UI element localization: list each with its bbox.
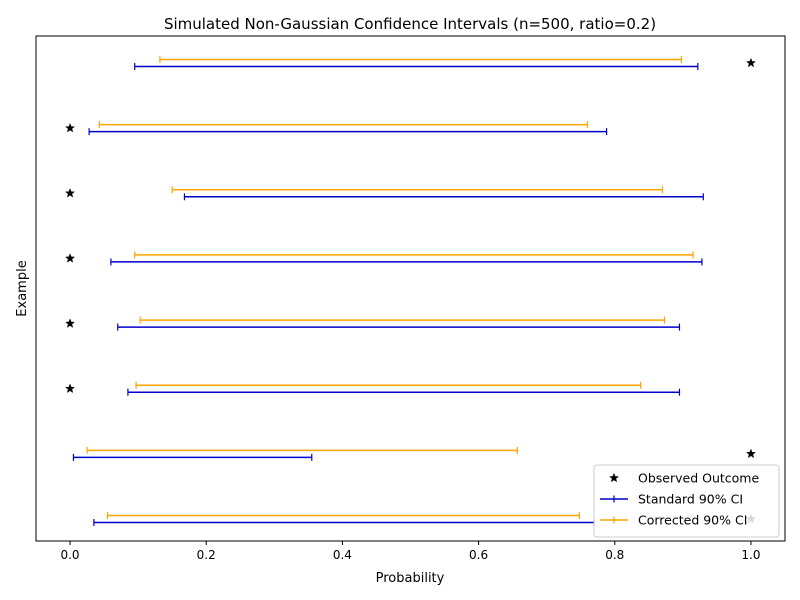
x-axis-label: Probability bbox=[376, 571, 445, 586]
legend-label-2: Corrected 90% CI bbox=[638, 513, 747, 528]
legend: Observed Outcome Standard 90% CI Corrected… bbox=[593, 464, 780, 538]
plot-frame bbox=[35, 35, 786, 542]
observed-point-6 bbox=[64, 122, 76, 133]
chart-title: Simulated Non-Gaussian Confidence Interv… bbox=[164, 15, 656, 33]
x-tick-label-1: 0.2 bbox=[197, 548, 216, 562]
x-axis: 0.0 0.2 0.4 0.6 0.8 1.0 bbox=[60, 541, 761, 562]
observed-point-2 bbox=[64, 383, 76, 394]
observed-point-5 bbox=[64, 187, 76, 198]
observed-point-4 bbox=[64, 253, 76, 263]
x-tick-label-2: 0.4 bbox=[333, 548, 352, 562]
x-tick-label-3: 0.6 bbox=[469, 548, 488, 562]
x-tick-label-4: 0.8 bbox=[605, 548, 624, 562]
observed-point-7 bbox=[745, 57, 757, 68]
legend-label-0: Observed Outcome bbox=[638, 471, 759, 486]
observed-point-1 bbox=[745, 448, 757, 459]
legend-box bbox=[593, 464, 780, 538]
observed-point-3 bbox=[64, 318, 76, 328]
plot-marks bbox=[64, 56, 757, 526]
legend-marker-0 bbox=[608, 472, 620, 483]
x-tick-label-5: 1.0 bbox=[741, 548, 760, 562]
x-tick-label-0: 0.0 bbox=[60, 548, 79, 562]
legend-label-1: Standard 90% CI bbox=[638, 492, 743, 507]
y-axis-label: Example bbox=[15, 260, 30, 316]
